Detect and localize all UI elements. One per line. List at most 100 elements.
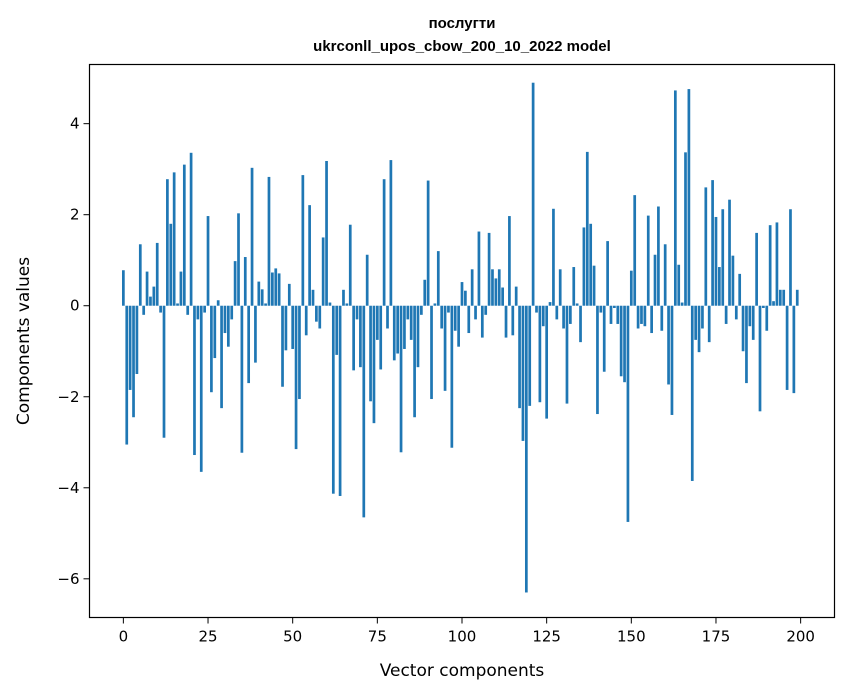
bar-78 — [386, 305, 389, 329]
bar-109 — [491, 269, 494, 306]
bar-15 — [172, 172, 176, 306]
bar-92 — [433, 303, 437, 306]
bar-113 — [504, 305, 508, 338]
bar-178 — [724, 305, 728, 324]
bar-38 — [250, 167, 254, 306]
bar-41 — [260, 289, 264, 306]
bar-120 — [528, 305, 532, 406]
chart-subtitle: ukrconll_upos_cbow_200_10_2022 model — [313, 38, 611, 55]
bar-64 — [338, 305, 342, 496]
bar-107 — [484, 305, 488, 315]
y-axis-ticks: −6 −4 −2 0 2 4 — [57, 115, 90, 588]
bar-142 — [602, 305, 606, 372]
bar-77 — [382, 179, 386, 306]
bar-20 — [189, 152, 193, 306]
bar-196 — [785, 305, 789, 390]
bar-125 — [545, 305, 549, 419]
bar-136 — [582, 227, 586, 306]
bar-156 — [650, 305, 653, 334]
bar-91 — [430, 305, 433, 400]
bar-84 — [406, 305, 410, 320]
bar-111 — [497, 269, 501, 306]
x-tick-label: 125 — [532, 628, 561, 646]
bar-98 — [453, 305, 457, 331]
y-tick-label: 2 — [70, 206, 80, 224]
bar-50 — [291, 305, 295, 349]
bar-37 — [247, 305, 251, 384]
bar-90 — [426, 180, 430, 306]
bar-181 — [734, 305, 738, 320]
bar-47 — [281, 305, 284, 387]
bar-185 — [748, 305, 752, 327]
bar-152 — [636, 305, 640, 329]
bar-130 — [562, 305, 565, 329]
bar-76 — [379, 305, 383, 370]
bar-151 — [633, 195, 637, 306]
bar-48 — [284, 305, 288, 351]
bar-198 — [792, 305, 796, 394]
bar-51 — [294, 305, 298, 450]
bar-118 — [521, 305, 525, 441]
bar-45 — [274, 268, 278, 306]
bar-27 — [213, 305, 217, 359]
bar-127 — [552, 208, 555, 306]
bar-137 — [585, 151, 589, 306]
bar-95 — [443, 305, 447, 391]
bar-195 — [782, 289, 786, 306]
x-axis-label: Vector components — [380, 661, 545, 681]
bar-157 — [653, 254, 657, 306]
y-tick-label: −4 — [57, 479, 79, 497]
bar-63 — [335, 305, 339, 355]
bar-106 — [480, 305, 484, 338]
bar-0 — [122, 270, 125, 306]
bar-2 — [128, 305, 132, 390]
bar-44 — [271, 272, 274, 306]
bar-35 — [240, 305, 244, 453]
x-tick-label: 75 — [368, 628, 387, 646]
bar-3 — [132, 305, 135, 418]
bar-163 — [673, 90, 677, 306]
bar-102 — [467, 305, 471, 334]
bar-13 — [166, 179, 169, 306]
bar-182 — [738, 273, 742, 306]
bar-124 — [541, 305, 545, 327]
bar-87 — [416, 305, 420, 368]
bar-94 — [440, 305, 444, 329]
bar-179 — [728, 199, 731, 306]
bar-122 — [535, 305, 538, 313]
bar-160 — [663, 244, 667, 306]
x-tick-label: 100 — [448, 628, 477, 646]
bar-53 — [301, 175, 305, 306]
bar-68 — [352, 305, 355, 371]
x-tick-label: 50 — [283, 628, 302, 646]
bar-197 — [789, 209, 792, 306]
bar-101 — [464, 290, 467, 306]
bar-4 — [135, 305, 139, 374]
bar-42 — [264, 303, 267, 306]
bar-72 — [365, 254, 369, 306]
x-tick-label: 200 — [786, 628, 815, 646]
bar-177 — [721, 209, 725, 306]
bar-22 — [196, 305, 200, 320]
bar-12 — [162, 305, 166, 438]
bar-96 — [447, 305, 450, 313]
bar-131 — [565, 305, 569, 404]
x-tick-label: 0 — [119, 628, 129, 646]
bar-86 — [413, 305, 416, 418]
bar-81 — [396, 305, 400, 354]
bar-121 — [531, 82, 535, 306]
bar-67 — [348, 224, 352, 306]
bar-39 — [254, 305, 257, 363]
bar-29 — [220, 305, 223, 409]
bar-11 — [159, 305, 162, 313]
bar-52 — [298, 305, 301, 400]
bar-110 — [494, 278, 498, 306]
bar-56 — [311, 289, 315, 306]
bar-180 — [731, 255, 735, 306]
bar-103 — [470, 269, 474, 306]
bar-171 — [701, 305, 704, 329]
bar-168 — [690, 305, 694, 481]
bar-135 — [579, 305, 582, 343]
bar-170 — [697, 305, 701, 353]
